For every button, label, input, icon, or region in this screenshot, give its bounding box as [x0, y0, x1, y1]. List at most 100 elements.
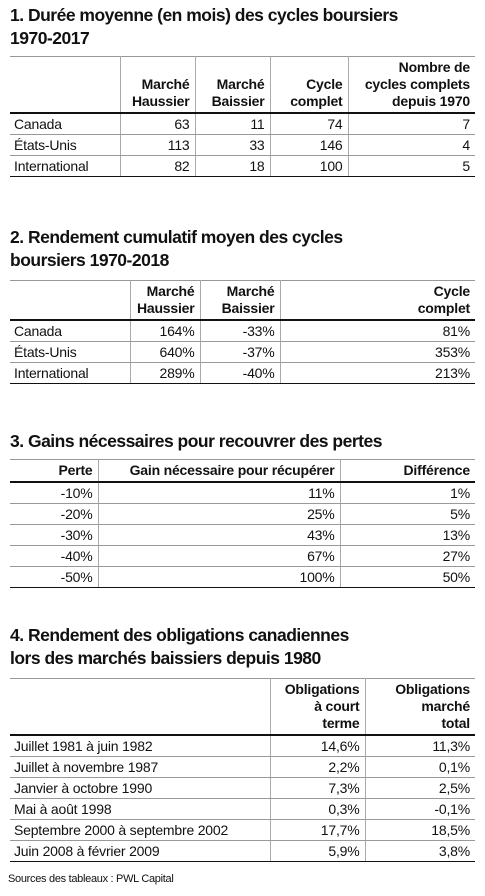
- header-line: Nombre de: [398, 59, 471, 75]
- cell: 11%: [97, 482, 340, 504]
- cell: 0,1%: [364, 756, 475, 778]
- row: -50% 100% 50%: [10, 566, 475, 588]
- cell: 74: [269, 113, 348, 135]
- cell: Canada: [10, 113, 120, 135]
- header-line: Marché: [141, 76, 190, 92]
- cell: International: [10, 155, 120, 177]
- header-line: Marché: [146, 283, 195, 299]
- cell: 43%: [97, 524, 340, 546]
- table-title: 3. Gains nécessaires pour recouvrer des …: [10, 430, 475, 453]
- cell: -40%: [199, 362, 280, 384]
- title-line: boursiers 1970-2018: [10, 250, 169, 270]
- header-cell: Obligations à court terme: [269, 678, 365, 736]
- cell: 100%: [97, 566, 340, 588]
- cell: 81%: [279, 320, 475, 342]
- row: Juillet 1981 à juin 1982 14,6% 11,3%: [10, 735, 475, 757]
- row: -30% 43% 13%: [10, 524, 475, 546]
- row: Juin 2008 à février 2009 5,9% 3,8%: [10, 840, 475, 862]
- header-line: marché: [421, 698, 470, 714]
- header-line: Perte: [58, 462, 93, 478]
- cell: 5%: [339, 503, 475, 525]
- header-line: Cycle: [306, 76, 343, 92]
- header-cell: Cycle complet: [279, 280, 475, 321]
- header-line: Marché: [226, 283, 275, 299]
- cell: 11,3%: [364, 735, 475, 757]
- cell: Juillet à novembre 1987: [10, 756, 270, 778]
- header-line: cycles complets: [364, 76, 470, 92]
- tbody: Canada 63 11 74 7 États-Unis 113 33 146 4 Internat…: [10, 113, 475, 177]
- cell: 100: [269, 155, 348, 177]
- cell: 1%: [339, 482, 475, 504]
- cell: 0,3%: [269, 798, 365, 820]
- header-line: Haussier: [136, 300, 195, 316]
- thead: Marché Haussier Marché Baissier Cycle complet…: [10, 56, 475, 114]
- title-line: lors des marchés baissiers depuis 1980: [10, 648, 321, 668]
- header-line: complet: [417, 300, 470, 316]
- header-cell: [10, 678, 270, 736]
- row: -10% 11% 1%: [10, 482, 475, 504]
- cell: 13%: [339, 524, 475, 546]
- cell: 82: [119, 155, 195, 177]
- row: -20% 25% 5%: [10, 503, 475, 525]
- table-block: 1. Durée moyenne (en mois) des cycles bo…: [10, 4, 475, 177]
- row: Septembre 2000 à septembre 2002 17,7% 18,5…: [10, 819, 475, 841]
- cell: 289%: [129, 362, 200, 384]
- header-cell: Cycle complet: [269, 56, 348, 114]
- cell: 67%: [97, 545, 340, 567]
- cell: Juin 2008 à février 2009: [10, 840, 270, 862]
- cell: 25%: [97, 503, 340, 525]
- cell: 18: [194, 155, 270, 177]
- cell: Septembre 2000 à septembre 2002: [10, 819, 270, 841]
- cell: 4: [347, 134, 475, 156]
- table-block: 4. Rendement des obligations canadiennes…: [10, 624, 475, 862]
- cell: -37%: [199, 341, 280, 363]
- cell: 3,8%: [364, 840, 475, 862]
- title-line: 1970-2017: [10, 28, 90, 48]
- cell: 353%: [279, 341, 475, 363]
- table: Marché Haussier Marché Baissier Cycle complet…: [10, 280, 475, 384]
- cell: 17,7%: [269, 819, 365, 841]
- cell: 5: [347, 155, 475, 177]
- header-line: Haussier: [131, 93, 190, 109]
- header-cell: Nombre de cycles complets depuis 1970: [347, 56, 475, 114]
- table-title: 2. Rendement cumulatif moyen des cycles b…: [10, 226, 475, 272]
- table-block: 2. Rendement cumulatif moyen des cycles b…: [10, 226, 475, 384]
- title-line: 4. Rendement des obligations canadiennes: [10, 625, 349, 645]
- table: Marché Haussier Marché Baissier Cycle complet…: [10, 56, 475, 177]
- header-line: Gain nécessaire pour récupérer: [129, 462, 335, 478]
- cell: 2,5%: [364, 777, 475, 799]
- header-cell: Perte: [10, 459, 98, 483]
- header-cell: Marché Baissier: [199, 280, 280, 321]
- cell: 11: [194, 113, 270, 135]
- row: Janvier à octobre 1990 7,3% 2,5%: [10, 777, 475, 799]
- cell: États-Unis: [10, 341, 130, 363]
- title-line: 2. Rendement cumulatif moyen des cycles: [10, 227, 343, 247]
- tbody: -10% 11% 1% -20% 25% 5% -30% 43% 13% -40% 67% 27% -5…: [10, 482, 475, 588]
- table: Obligations à court terme Obligations marché…: [10, 678, 475, 862]
- row: Juillet à novembre 1987 2,2% 0,1%: [10, 756, 475, 778]
- cell: Juillet 1981 à juin 1982: [10, 735, 270, 757]
- cell: International: [10, 362, 130, 384]
- cell: Janvier à octobre 1990: [10, 777, 270, 799]
- header-line: total: [441, 715, 470, 731]
- header-line: Obligations: [395, 681, 470, 697]
- row: États-Unis 113 33 146 4: [10, 134, 475, 156]
- header-line: depuis 1970: [392, 93, 470, 109]
- cell: 33: [194, 134, 270, 156]
- cell: -0,1%: [364, 798, 475, 820]
- header-cell: Marché Haussier: [129, 280, 200, 321]
- header-row: Perte Gain nécessaire pour récupérer Diffé…: [10, 459, 475, 483]
- thead: Obligations à court terme Obligations marché…: [10, 678, 475, 736]
- thead: Marché Haussier Marché Baissier Cycle complet: [10, 280, 475, 321]
- cell: 7: [347, 113, 475, 135]
- cell: 113: [119, 134, 195, 156]
- cell: -33%: [199, 320, 280, 342]
- cell: Canada: [10, 320, 130, 342]
- table: Perte Gain nécessaire pour récupérer Diffé…: [10, 459, 475, 588]
- header-line: Différence: [403, 462, 471, 478]
- header-line: complet: [290, 93, 343, 109]
- row: International 82 18 100 5: [10, 155, 475, 177]
- row: Canada 164% -33% 81%: [10, 320, 475, 342]
- header-cell: [10, 280, 130, 321]
